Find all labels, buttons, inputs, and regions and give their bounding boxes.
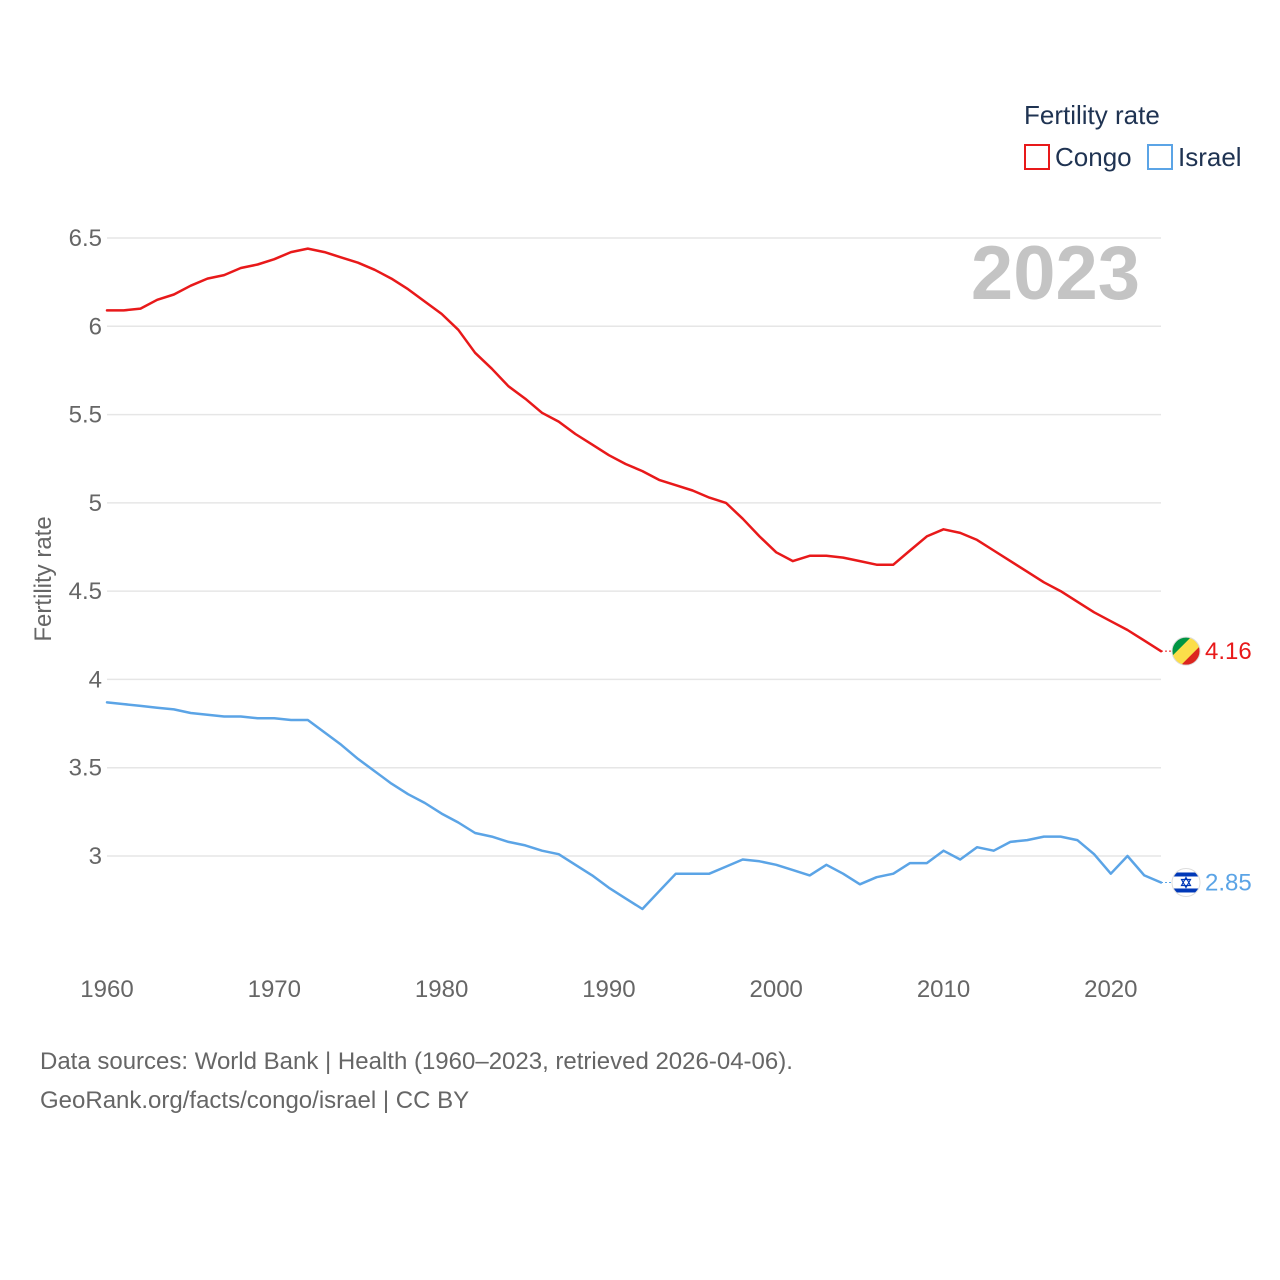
y-tick-label: 6.5 <box>69 225 102 252</box>
y-tick-label: 5 <box>89 490 102 517</box>
legend-item-congo[interactable]: Congo <box>1024 142 1132 172</box>
end-value-label-israel: 2.85 <box>1205 869 1252 896</box>
legend-title: Fertility rate <box>1024 100 1160 130</box>
series-lines <box>105 247 1163 911</box>
gridlines <box>107 237 1161 857</box>
attribution-text[interactable]: GeoRank.org/facts/congo/israel | CC BY <box>40 1087 470 1114</box>
end-value-label-congo: 4.16 <box>1205 638 1252 665</box>
israel-flag-icon <box>1171 867 1201 897</box>
end-labels: 4.16 2.85 <box>1161 636 1252 897</box>
series-line-israel[interactable] <box>105 701 1163 911</box>
legend-item-israel[interactable]: Israel <box>1147 142 1242 172</box>
footer: Data sources: World Bank | Health (1960–… <box>40 1042 793 1120</box>
x-tick-label: 1990 <box>582 976 635 1003</box>
legend-swatch-congo <box>1024 144 1050 170</box>
y-tick-label: 5.5 <box>69 402 102 429</box>
data-sources-text: Data sources: World Bank | Health (1960–… <box>40 1048 793 1075</box>
y-tick-label: 3.5 <box>69 755 102 782</box>
legend-swatch-israel <box>1147 144 1173 170</box>
x-tick-label: 1960 <box>80 976 133 1003</box>
congo-flag-icon <box>1171 636 1201 666</box>
x-tick-label: 2010 <box>917 976 970 1003</box>
legend: Fertility rate Congo Israel <box>1024 100 1242 172</box>
x-tick-label: 1980 <box>415 976 468 1003</box>
legend-label-israel: Israel <box>1178 142 1242 172</box>
year-label: 2023 <box>971 231 1140 316</box>
y-axis: 3 3.5 4 4.5 5 5.5 6 6.5 <box>69 225 102 870</box>
legend-label-congo: Congo <box>1055 142 1132 172</box>
x-axis: 1960 1970 1980 1990 2000 2010 2020 <box>80 976 1137 1003</box>
y-tick-label: 4.5 <box>69 578 102 605</box>
x-tick-label: 1970 <box>248 976 301 1003</box>
y-tick-label: 6 <box>89 313 102 340</box>
x-tick-label: 2020 <box>1084 976 1137 1003</box>
y-tick-label: 4 <box>89 666 102 693</box>
y-tick-label: 3 <box>89 843 102 870</box>
y-axis-title: Fertility rate <box>30 516 57 641</box>
series-line-congo[interactable] <box>105 247 1163 653</box>
x-tick-label: 2000 <box>750 976 803 1003</box>
